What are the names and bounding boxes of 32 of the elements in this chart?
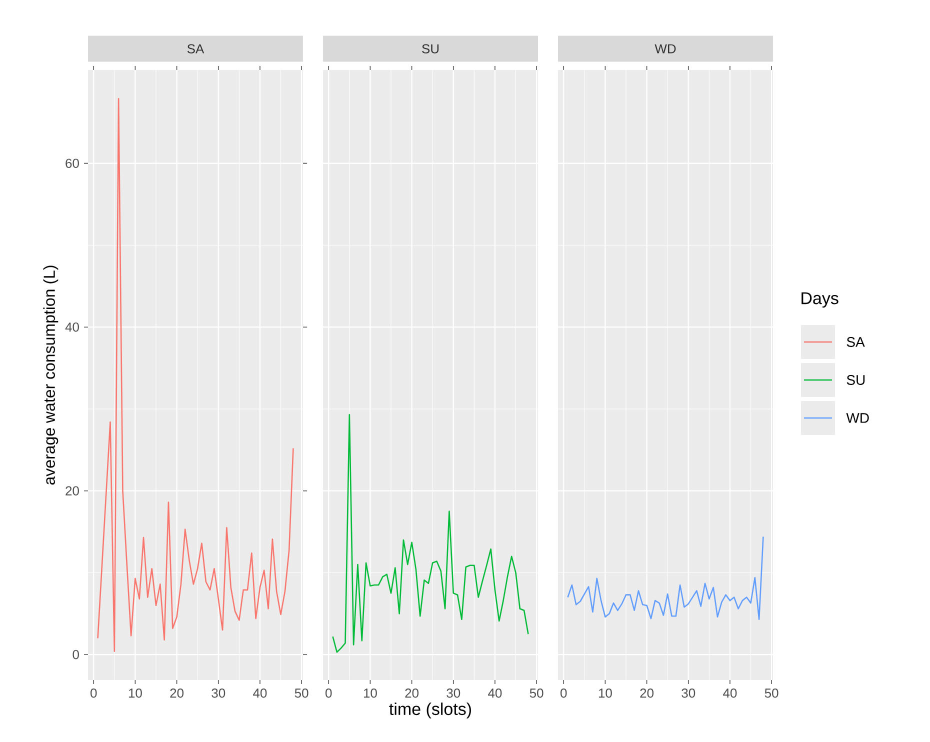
line-series [97, 98, 294, 652]
x-tick-label: 20 [170, 688, 184, 698]
x-tick-label: 0 [90, 688, 97, 698]
legend-title: Days [802, 292, 838, 308]
x-tick-label: 50 [530, 688, 544, 698]
x-tick-label: 40 [488, 688, 502, 698]
x-tick-label: 0 [326, 688, 332, 698]
y-tick-label: 40 [65, 322, 79, 332]
x-tick-label: 40 [253, 688, 267, 698]
x-tick-label: 0 [560, 688, 567, 698]
x-tick-label: 40 [723, 688, 737, 698]
x-tick-label: 10 [598, 688, 612, 698]
x-tick-label: 20 [405, 688, 419, 698]
y-tick-label: 20 [66, 486, 79, 496]
y-axis-title: average water consumption (L) [43, 266, 58, 485]
legend-label: WD [846, 413, 869, 423]
x-tick-label: 30 [446, 688, 460, 698]
x-tick-label: 50 [294, 688, 308, 698]
chart-title: SU [422, 44, 439, 54]
x-tick-label: 20 [640, 688, 654, 698]
y-tick-label: 0 [72, 650, 79, 660]
x-tick-label: 50 [764, 688, 778, 698]
legend-label: SA [846, 337, 865, 347]
x-tick-label: 10 [128, 688, 142, 698]
x-axis-title: time (slots) [389, 702, 471, 718]
x-tick-label: 30 [682, 688, 696, 698]
legend-label: SU [846, 375, 865, 385]
x-tick-label: 30 [212, 688, 226, 698]
x-tick-label: 10 [364, 688, 377, 698]
chart-title: WD [654, 44, 676, 54]
y-tick-label: 60 [66, 158, 79, 168]
chart-title: SA [187, 44, 204, 54]
